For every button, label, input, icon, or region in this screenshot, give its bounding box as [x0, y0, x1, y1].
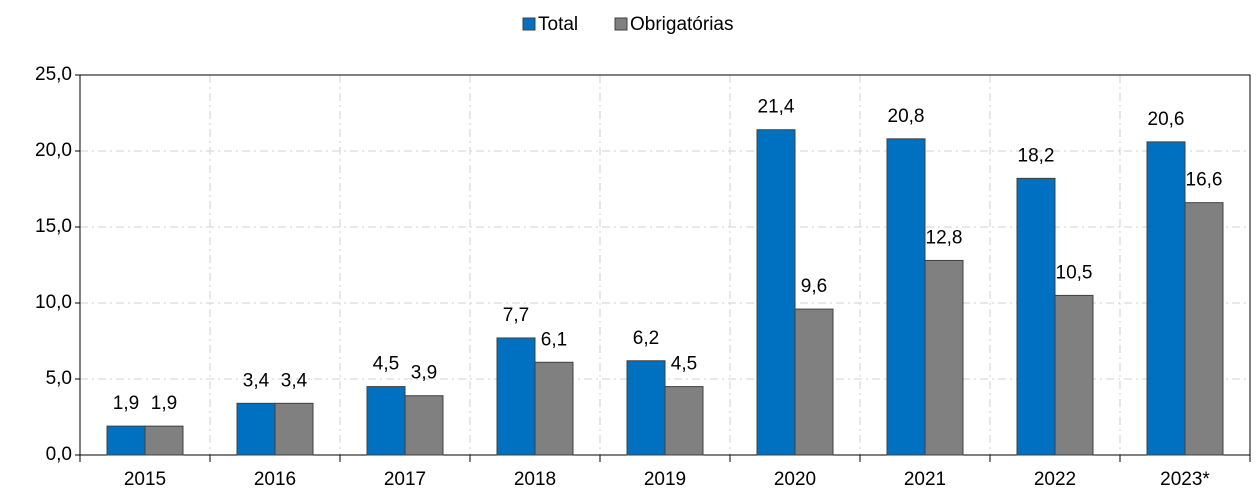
- data-label: 12,8: [926, 227, 963, 248]
- bar: [1146, 141, 1186, 456]
- data-label: 9,6: [801, 276, 827, 297]
- x-tick-label: 2020: [774, 469, 816, 490]
- bar: [756, 129, 796, 456]
- y-tick-label: 25,0: [35, 64, 72, 85]
- data-label: 1,9: [151, 393, 177, 414]
- legend-label: Obrigatórias: [630, 14, 734, 35]
- data-label: 1,9: [113, 393, 139, 414]
- data-label: 3,4: [281, 370, 308, 391]
- bar: [1184, 202, 1224, 456]
- bar: [886, 138, 926, 456]
- data-label: 7,7: [503, 305, 529, 326]
- x-tick-label: 2022: [1034, 469, 1076, 490]
- x-tick-label: 2015: [124, 469, 166, 490]
- bar: [496, 337, 536, 456]
- legend-label: Total: [538, 14, 578, 35]
- legend-swatch: [614, 17, 628, 31]
- bar: [626, 360, 666, 456]
- data-label: 3,4: [243, 370, 270, 391]
- y-tick-label: 15,0: [35, 216, 72, 237]
- legend-swatch: [522, 17, 536, 31]
- bar: [1054, 294, 1094, 456]
- data-label: 4,5: [373, 354, 399, 375]
- x-tick-label: 2018: [514, 469, 556, 490]
- bar: [924, 259, 964, 456]
- data-label: 10,5: [1056, 262, 1093, 283]
- bar: [664, 386, 704, 456]
- x-tick-label: 2016: [254, 469, 296, 490]
- y-tick-label: 10,0: [35, 292, 72, 313]
- x-tick-label: 2017: [384, 469, 426, 490]
- bar: [366, 386, 406, 456]
- data-label: 3,9: [411, 363, 437, 384]
- x-tick-label: 2023*: [1160, 469, 1210, 490]
- data-label: 18,2: [1018, 145, 1055, 166]
- data-label: 6,2: [633, 328, 659, 349]
- y-tick-label: 0,0: [46, 444, 72, 465]
- data-label: 6,1: [541, 329, 567, 350]
- data-label: 16,6: [1186, 170, 1223, 191]
- x-tick-label: 2019: [644, 469, 686, 490]
- data-label: 20,6: [1148, 109, 1185, 130]
- bar: [534, 361, 574, 456]
- y-tick-label: 20,0: [35, 140, 72, 161]
- bar: [1016, 177, 1056, 456]
- y-tick-label: 5,0: [46, 368, 72, 389]
- bar: [404, 395, 444, 456]
- bar: [794, 308, 834, 456]
- data-label: 4,5: [671, 354, 697, 375]
- bar: [274, 402, 314, 456]
- x-tick-label: 2021: [904, 469, 946, 490]
- bar: [236, 402, 276, 456]
- bar: [144, 425, 184, 456]
- bar: [106, 425, 146, 456]
- data-label: 21,4: [758, 97, 795, 118]
- data-label: 20,8: [888, 106, 925, 127]
